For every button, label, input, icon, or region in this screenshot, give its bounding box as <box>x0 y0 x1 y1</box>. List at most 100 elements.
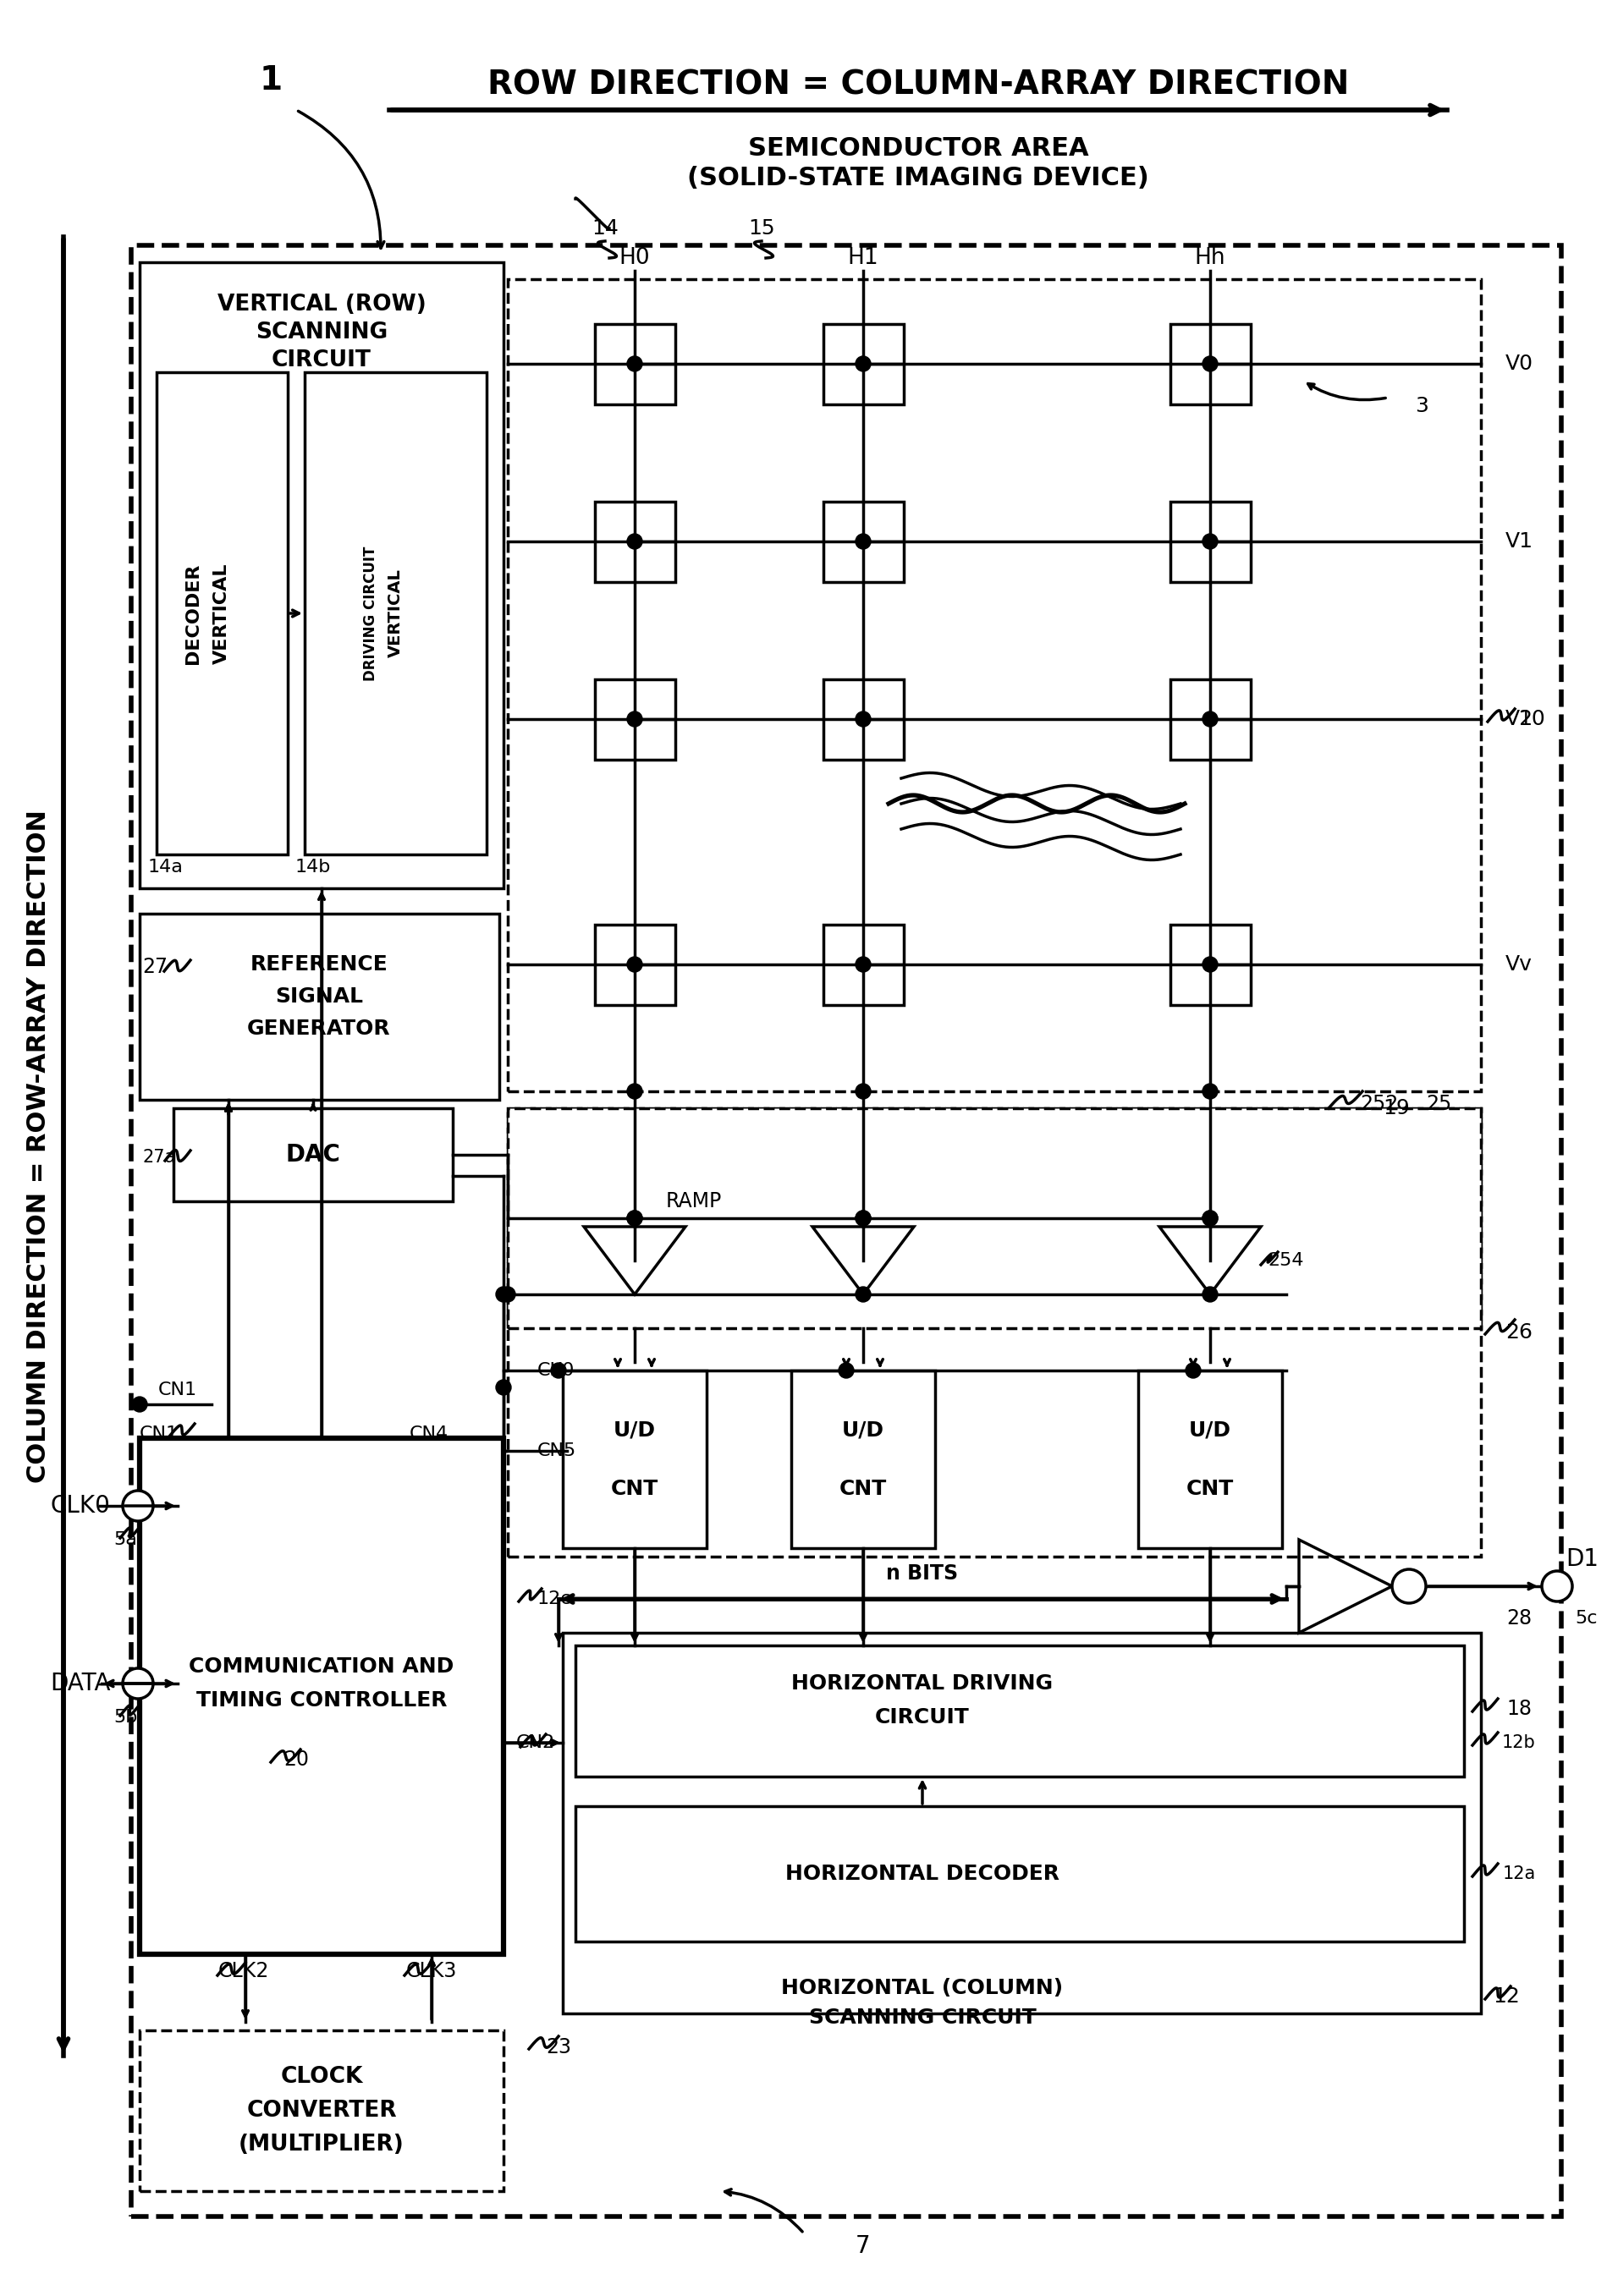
Circle shape <box>1202 1084 1218 1100</box>
Bar <box>824 501 904 583</box>
Circle shape <box>628 712 642 728</box>
Bar <box>563 1371 707 1548</box>
Circle shape <box>856 1210 870 1226</box>
Bar <box>139 262 503 889</box>
Text: V0: V0 <box>1505 354 1532 374</box>
Bar <box>139 914 500 1100</box>
Bar <box>1170 680 1251 760</box>
Text: 20: 20 <box>283 1750 309 1770</box>
Text: 5a: 5a <box>113 1531 138 1548</box>
Circle shape <box>628 356 642 372</box>
Circle shape <box>1542 1570 1573 1600</box>
Circle shape <box>500 1286 516 1302</box>
Bar <box>824 324 904 404</box>
Circle shape <box>628 957 642 971</box>
Text: 5b: 5b <box>113 1708 138 1727</box>
Text: GENERATOR: GENERATOR <box>248 1019 392 1038</box>
Bar <box>563 1632 1480 2014</box>
Bar <box>508 1109 1480 1557</box>
Bar <box>824 925 904 1006</box>
Text: CLK3: CLK3 <box>406 1961 458 1981</box>
Text: DAC: DAC <box>286 1143 340 1166</box>
Circle shape <box>495 1380 511 1396</box>
Bar <box>595 501 675 583</box>
Text: CONVERTER: CONVERTER <box>246 2101 396 2122</box>
Text: DRIVING CIRCUIT: DRIVING CIRCUIT <box>362 546 379 680</box>
Text: CK0: CK0 <box>537 1362 574 1380</box>
Text: SCANNING: SCANNING <box>256 321 388 344</box>
Text: CN4: CN4 <box>409 1426 448 1442</box>
Text: CN1: CN1 <box>159 1382 197 1398</box>
Bar <box>157 372 288 854</box>
Text: n BITS: n BITS <box>887 1564 958 1584</box>
Text: Hh: Hh <box>1194 248 1225 269</box>
Text: (SOLID-STATE IMAGING DEVICE): (SOLID-STATE IMAGING DEVICE) <box>688 165 1149 191</box>
Circle shape <box>1202 1286 1218 1302</box>
Text: 12a: 12a <box>1503 1864 1535 1883</box>
Text: HORIZONTAL DECODER: HORIZONTAL DECODER <box>785 1864 1060 1885</box>
Text: 25: 25 <box>1425 1093 1451 1114</box>
Text: HORIZONTAL (COLUMN): HORIZONTAL (COLUMN) <box>781 1977 1063 1998</box>
Text: SEMICONDUCTOR AREA: SEMICONDUCTOR AREA <box>748 135 1089 161</box>
Text: 28: 28 <box>1506 1607 1532 1628</box>
Circle shape <box>123 1490 154 1520</box>
Circle shape <box>856 1286 870 1302</box>
Circle shape <box>856 1084 870 1100</box>
Text: DATA: DATA <box>50 1671 110 1694</box>
Text: Vv: Vv <box>1505 955 1532 974</box>
Text: CLOCK: CLOCK <box>280 2066 362 2087</box>
Text: 254: 254 <box>1269 1251 1304 1270</box>
Text: V2: V2 <box>1505 709 1532 730</box>
Text: 27: 27 <box>142 957 168 978</box>
Text: 23: 23 <box>545 2037 571 2057</box>
Bar <box>595 324 675 404</box>
Bar <box>1170 324 1251 404</box>
Text: 12c: 12c <box>537 1591 571 1607</box>
Text: 3: 3 <box>1416 395 1429 416</box>
Circle shape <box>123 1669 154 1699</box>
Text: SCANNING CIRCUIT: SCANNING CIRCUIT <box>809 2007 1036 2027</box>
Text: 10: 10 <box>1518 709 1545 730</box>
Text: CN2: CN2 <box>516 1733 555 1752</box>
Text: CIRCUIT: CIRCUIT <box>875 1708 969 1727</box>
Bar <box>595 925 675 1006</box>
Text: RAMP: RAMP <box>667 1192 722 1212</box>
Bar <box>304 372 487 854</box>
Text: 14b: 14b <box>294 859 332 875</box>
Text: CNT: CNT <box>1186 1479 1235 1499</box>
Text: 252: 252 <box>1361 1093 1398 1114</box>
Circle shape <box>856 356 870 372</box>
Text: TIMING CONTROLLER: TIMING CONTROLLER <box>196 1690 447 1711</box>
Text: VERTICAL (ROW): VERTICAL (ROW) <box>217 294 426 315</box>
Bar <box>595 680 675 760</box>
Text: COMMUNICATION AND: COMMUNICATION AND <box>189 1655 455 1676</box>
Circle shape <box>628 1210 642 1226</box>
Text: U/D: U/D <box>841 1419 885 1440</box>
Bar <box>131 246 1561 2216</box>
Circle shape <box>856 957 870 971</box>
Text: CNT: CNT <box>612 1479 659 1499</box>
Text: D1: D1 <box>1566 1548 1599 1570</box>
Text: 15: 15 <box>748 218 775 239</box>
Bar <box>508 1109 1480 1327</box>
Circle shape <box>628 533 642 549</box>
Circle shape <box>1186 1364 1201 1378</box>
Bar <box>139 2030 503 2190</box>
Circle shape <box>1202 712 1218 728</box>
Bar <box>576 1807 1464 1942</box>
Text: U/D: U/D <box>1189 1419 1231 1440</box>
Circle shape <box>133 1396 147 1412</box>
Text: REFERENCE: REFERENCE <box>251 955 388 974</box>
Circle shape <box>628 1210 642 1226</box>
Text: H1: H1 <box>848 248 879 269</box>
Text: 14a: 14a <box>147 859 183 875</box>
Text: V1: V1 <box>1505 530 1532 551</box>
Bar <box>824 680 904 760</box>
Text: U/D: U/D <box>613 1419 655 1440</box>
Text: 27a: 27a <box>142 1148 175 1166</box>
Bar <box>1170 925 1251 1006</box>
Text: 12: 12 <box>1493 1986 1519 2007</box>
Bar <box>139 1437 503 1954</box>
Circle shape <box>495 1286 511 1302</box>
Circle shape <box>1202 1210 1218 1226</box>
